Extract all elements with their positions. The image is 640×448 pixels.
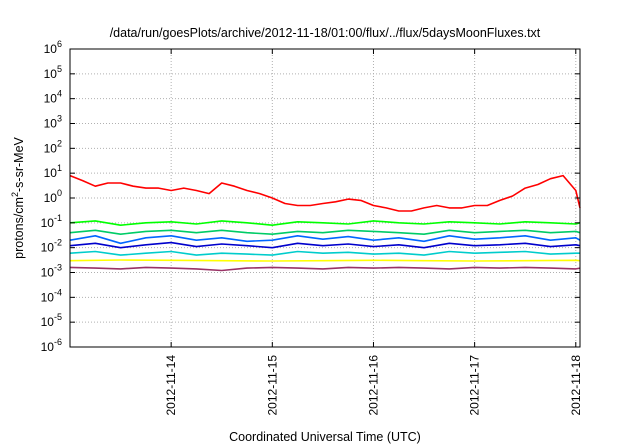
y-tick-exponent: -1 xyxy=(54,213,62,223)
y-tick-label: 104 xyxy=(44,89,62,106)
y-tick-base: 10 xyxy=(41,340,55,354)
y-tick-exponent: 4 xyxy=(57,89,62,99)
x-tick-label: 2012-11-14 xyxy=(164,355,178,416)
y-tick-base: 10 xyxy=(44,191,58,205)
y-tick-exponent: 6 xyxy=(57,39,62,49)
series-layer xyxy=(69,174,581,272)
y-tick-exponent: 5 xyxy=(57,64,62,74)
y-tick-base: 10 xyxy=(41,315,55,329)
grid xyxy=(70,49,580,347)
y-tick-exponent: -6 xyxy=(54,337,62,347)
series-line-7 xyxy=(69,259,581,262)
y-tick-base: 10 xyxy=(41,241,55,255)
y-tick-label: 101 xyxy=(44,163,62,180)
x-axis: 2012-11-14 2012-11-15 2012-11-16 2012-11-17… xyxy=(164,49,583,416)
x-tick-label: 2012-11-17 xyxy=(468,355,482,416)
series-line-1 xyxy=(69,174,581,212)
y-axis-label: protons/cm2-s-sr-MeV xyxy=(10,136,26,258)
series-line-8 xyxy=(69,266,581,272)
y-tick-base: 10 xyxy=(44,67,58,81)
x-tick-label: 2012-11-15 xyxy=(265,355,279,416)
y-tick-exponent: -5 xyxy=(54,312,62,322)
x-axis-label: Coordinated Universal Time (UTC) xyxy=(229,430,421,444)
y-axis-label-sup: 2 xyxy=(10,192,20,197)
y-tick-base: 10 xyxy=(41,266,55,280)
y-tick-label: 105 xyxy=(44,64,62,81)
y-tick-exponent: -3 xyxy=(54,263,62,273)
series-line-3 xyxy=(69,229,581,235)
x-tick-label: 2012-11-16 xyxy=(366,355,380,416)
y-tick-base: 10 xyxy=(44,117,58,131)
y-tick-label: 103 xyxy=(44,114,62,131)
y-tick-label: 10-4 xyxy=(41,287,62,304)
y-axis-label-base: protons/cm xyxy=(12,197,26,259)
y-tick-exponent: 2 xyxy=(57,138,62,148)
y-tick-base: 10 xyxy=(41,216,55,230)
y-tick-base: 10 xyxy=(44,141,58,155)
y-tick-base: 10 xyxy=(44,42,58,56)
y-tick-label: 102 xyxy=(44,138,62,155)
y-tick-label: 10-1 xyxy=(41,213,62,230)
y-axis-label-rest: -s-sr-MeV xyxy=(12,136,26,192)
y-tick-label: 10-2 xyxy=(41,238,62,255)
y-tick-exponent: 1 xyxy=(57,163,62,173)
series-line-4 xyxy=(69,235,581,245)
y-tick-base: 10 xyxy=(41,290,55,304)
series-line-5 xyxy=(69,241,581,249)
y-tick-exponent: -4 xyxy=(54,287,62,297)
series-line-2 xyxy=(69,220,581,226)
series-line-6 xyxy=(69,250,580,256)
y-tick-label: 10-3 xyxy=(41,263,62,280)
y-tick-exponent: 0 xyxy=(57,188,62,198)
y-axis: 10-610-510-410-310-210-11001011021031041… xyxy=(41,39,580,354)
y-tick-label: 106 xyxy=(44,39,62,56)
x-tick-label: 2012-11-18 xyxy=(569,355,583,416)
y-tick-exponent: 3 xyxy=(57,114,62,124)
y-tick-base: 10 xyxy=(44,92,58,106)
y-tick-base: 10 xyxy=(44,166,58,180)
y-tick-label: 100 xyxy=(44,188,62,205)
y-tick-label: 10-6 xyxy=(41,337,62,354)
chart-title: /data/run/goesPlots/archive/2012-11-18/0… xyxy=(110,26,541,40)
y-tick-exponent: -2 xyxy=(54,238,62,248)
y-tick-label: 10-5 xyxy=(41,312,62,329)
